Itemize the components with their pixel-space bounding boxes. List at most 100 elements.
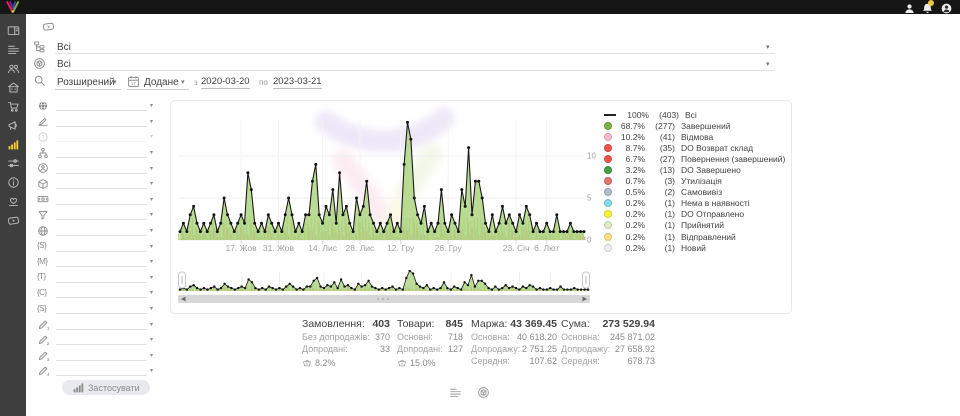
sidebar-item-video-lessons[interactable] xyxy=(7,211,20,230)
date-to-input[interactable]: 2023-03-21 xyxy=(273,76,322,89)
chevron-down-icon[interactable]: ▾ xyxy=(149,290,153,297)
legend-item[interactable]: 0.2% (1) Новий xyxy=(604,242,790,253)
filter-custom-2[interactable]: 2 ▾ xyxy=(26,332,160,348)
date-field-select[interactable]: Додане xyxy=(144,77,179,88)
filter-var-t[interactable]: {T} ▾ xyxy=(37,272,153,283)
filter-input-underline[interactable] xyxy=(56,334,147,346)
chevron-down-icon[interactable]: ▾ xyxy=(149,243,153,250)
sidebar-item-purchases[interactable] xyxy=(7,97,20,116)
chevron-down-icon[interactable]: ▾ xyxy=(149,306,153,313)
search-icon[interactable] xyxy=(33,74,46,87)
search-mode-select[interactable]: Розширений xyxy=(57,77,115,88)
chevron-down-icon[interactable]: ▾ xyxy=(149,165,153,172)
filter-input-underline[interactable] xyxy=(56,225,147,237)
legend-item[interactable]: 10.2% (41) Відмова xyxy=(604,131,790,142)
chevron-down-icon[interactable]: ▾ xyxy=(149,321,153,328)
filter-input-underline[interactable] xyxy=(56,163,147,174)
filter-var-s[interactable]: {S} ▾ xyxy=(37,241,153,252)
filter-site[interactable]: ▾ xyxy=(26,223,160,239)
legend-item[interactable]: 0.2% (1) Нема в наявності xyxy=(604,198,790,209)
filter-input-underline[interactable] xyxy=(56,241,147,252)
sidebar-item-loyalty[interactable] xyxy=(7,192,20,211)
filter-funnel[interactable]: ▾ xyxy=(26,207,160,223)
filter-input-underline[interactable] xyxy=(56,272,147,283)
orders-chart[interactable]: 0 5 10 17. Жов 31. Жов 14. Лис 28. Лис 12. Гру 2… xyxy=(176,102,596,254)
sidebar-item-orders[interactable] xyxy=(7,40,20,59)
sidebar-item-dashboard[interactable] xyxy=(7,21,20,40)
chevron-down-icon[interactable]: ▾ xyxy=(149,118,153,125)
sidebar-item-analytics[interactable] xyxy=(7,135,20,154)
filter-input-underline[interactable] xyxy=(56,365,147,377)
filter-custom-1[interactable]: 1 ▾ xyxy=(26,316,160,332)
sidebar-item-customers[interactable] xyxy=(7,59,20,78)
avatar-icon[interactable] xyxy=(940,2,953,15)
legend-item[interactable]: 3.2% (13) DO Завершено xyxy=(604,164,790,175)
legend-item[interactable]: 0.2% (1) Відправлений xyxy=(604,231,790,242)
filter-signature[interactable]: ▾ xyxy=(26,114,160,130)
chevron-down-icon[interactable]: ▾ xyxy=(149,103,153,110)
chevron-down-icon[interactable]: ▾ xyxy=(149,212,153,219)
calendar-icon[interactable]: 17 xyxy=(127,75,140,88)
legend-item[interactable]: 68.7% (277) Завершений xyxy=(604,120,790,131)
chevron-down-icon[interactable]: ▾ xyxy=(149,150,153,157)
chevron-down-icon[interactable]: ▾ xyxy=(149,352,153,359)
filter-input-underline[interactable] xyxy=(56,131,147,143)
apply-button[interactable]: Застосувати xyxy=(62,380,150,395)
products-view-icon[interactable] xyxy=(477,386,490,399)
filter-var-c[interactable]: {C} ▾ xyxy=(37,287,153,299)
chevron-down-icon[interactable]: ▾ xyxy=(149,368,153,375)
filter-input-underline[interactable] xyxy=(56,100,147,112)
filter-var-s2[interactable]: {S} ▾ xyxy=(37,303,153,315)
sidebar-item-warehouse[interactable] xyxy=(7,78,20,97)
legend-count: (1) xyxy=(664,242,675,253)
filter-input-underline[interactable] xyxy=(56,287,147,299)
legend-item[interactable]: 0.2% (1) DO Отправлено xyxy=(604,209,790,220)
chevron-down-icon[interactable]: ▾ xyxy=(149,274,153,281)
date-from-input[interactable]: 2020-03-20 xyxy=(201,76,250,89)
filter-var-m[interactable]: {M} ▾ xyxy=(37,256,153,268)
chevron-down-icon[interactable]: ▾ xyxy=(149,196,153,203)
sidebar-item-info[interactable] xyxy=(7,173,20,192)
filter-product[interactable]: ▾ xyxy=(26,176,160,192)
filter-custom-3[interactable]: 3 ▾ xyxy=(26,348,160,364)
legend-item[interactable]: 6.7% (27) Повернення (завершений) xyxy=(604,153,790,164)
filter-input-underline[interactable] xyxy=(56,147,147,159)
filter-payment[interactable]: ▾ xyxy=(26,192,160,208)
chevron-down-icon[interactable]: ▾ xyxy=(181,79,185,86)
chevron-down-icon[interactable]: ▾ xyxy=(113,79,117,86)
legend-item[interactable]: 8.7% (35) DO Возврат склад xyxy=(604,142,790,153)
list-view-icon[interactable] xyxy=(449,386,462,399)
chevron-down-icon[interactable]: ▾ xyxy=(766,61,770,68)
chevron-down-icon[interactable]: ▾ xyxy=(149,337,153,344)
legend-item[interactable]: 0.7% (3) Утилізація xyxy=(604,176,790,187)
filter-input-underline[interactable] xyxy=(56,209,147,221)
filter-input-underline[interactable] xyxy=(56,319,147,330)
chevron-down-icon[interactable]: ▾ xyxy=(149,134,153,141)
chevron-down-icon[interactable]: ▾ xyxy=(149,259,153,266)
chevron-down-icon[interactable]: ▾ xyxy=(149,228,153,235)
filter-input-underline[interactable] xyxy=(56,178,147,190)
legend-item[interactable]: 0.5% (2) Самовивіз xyxy=(604,187,790,198)
filter-custom-4[interactable]: 4 ▾ xyxy=(26,363,160,379)
filter-input-underline[interactable] xyxy=(56,350,147,361)
legend-item[interactable]: 0.2% (1) Прийнятий xyxy=(604,220,790,231)
sidebar-item-integrations[interactable] xyxy=(7,154,20,173)
filter-structure[interactable]: ▾ xyxy=(26,145,160,161)
chart-navigator[interactable] xyxy=(178,269,590,304)
app-logo-icon[interactable] xyxy=(5,1,20,13)
product-filter-value[interactable]: Всі xyxy=(57,59,71,70)
filter-input-underline[interactable] xyxy=(56,116,147,127)
chevron-down-icon[interactable]: ▾ xyxy=(149,181,153,188)
user-icon[interactable] xyxy=(903,2,916,15)
filter-input-underline[interactable] xyxy=(56,256,147,268)
sidebar-item-campaigns[interactable] xyxy=(7,116,20,135)
filter-input-underline[interactable] xyxy=(56,194,147,205)
filter-manager[interactable]: ▾ xyxy=(26,160,160,176)
legend-item[interactable]: 100% (403) Всі xyxy=(604,109,790,120)
filter-input-underline[interactable] xyxy=(56,303,147,315)
filter-source[interactable]: ▾ xyxy=(26,98,160,114)
legend-label: Прийнятий xyxy=(681,220,725,231)
chevron-down-icon[interactable]: ▾ xyxy=(766,44,770,51)
status-filter-value[interactable]: Всі xyxy=(57,42,71,53)
video-tutorial-icon[interactable] xyxy=(42,20,55,33)
